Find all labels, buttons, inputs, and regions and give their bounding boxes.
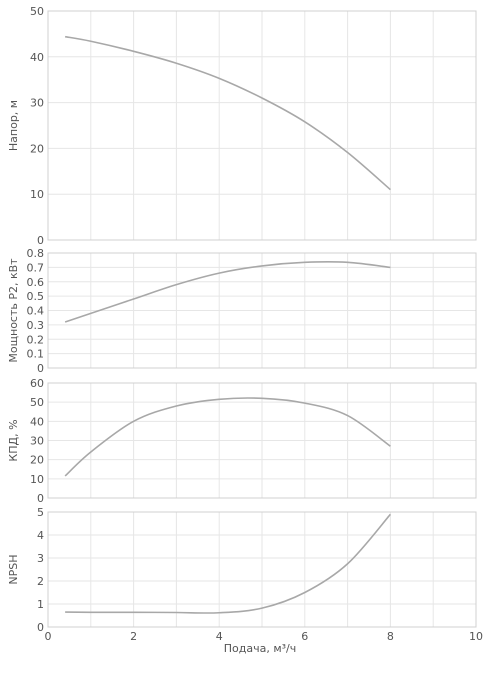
y-axis-title: Напор, м: [7, 100, 20, 151]
y-tick-label: 1: [37, 598, 44, 611]
y-tick-label: 20: [30, 142, 44, 155]
x-tick-label: 4: [216, 630, 223, 643]
y-tick-label: 10: [30, 473, 44, 486]
chart-panel-4: 0 1 2 3 4 5 NPSH 0 2 4 6 8 10 Подача, м³/ч: [7, 506, 483, 655]
series-line-1: [64, 261, 391, 323]
y-tick-label: 0.5: [27, 290, 45, 303]
x-tick-label: 6: [301, 630, 308, 643]
chart-panel-2: 00.1 0.20.30.4 0.50.6 0.70.8 Мощность P2, кВ…: [7, 247, 477, 375]
plot-frame: [47, 252, 477, 369]
y-tick-label: 2: [37, 575, 44, 588]
y-tick-label: 40: [30, 415, 44, 428]
y-tick-label: 0: [37, 362, 44, 375]
y-tick-label: 0.8: [27, 247, 45, 260]
y-tick-label: 0.3: [27, 319, 45, 332]
y-axis-title: КПД, %: [7, 419, 20, 461]
y-tick-label: 0: [37, 621, 44, 634]
x-tick-label: 2: [130, 630, 137, 643]
y-tick-label: 30: [30, 435, 44, 448]
series-line-1: [65, 513, 392, 614]
chart-panel-3: 0 10 20 30 40 50 60 КПД, %: [7, 377, 477, 505]
y-tick-label: 3: [37, 552, 44, 565]
y-tick-label: 0: [37, 492, 44, 505]
y-axis-title: NPSH: [7, 554, 20, 584]
y-tick-label: 30: [30, 97, 44, 110]
x-tick-label: 10: [469, 630, 483, 643]
series-line-1: [64, 35, 391, 191]
y-tick-label: 0.4: [27, 305, 45, 318]
chart-panel-1: 0 10 20 30 40 50 Напор, м: [7, 5, 477, 247]
y-tick-label: 40: [30, 51, 44, 64]
y-tick-label: 0: [37, 234, 44, 247]
x-tick-label: 0: [45, 630, 52, 643]
x-tick-label: 8: [387, 630, 394, 643]
x-axis-title: Подача, м³/ч: [224, 642, 297, 655]
y-tick-label: 10: [30, 188, 44, 201]
y-tick-label: 60: [30, 377, 44, 390]
series-line-1: [64, 397, 391, 477]
y-tick-label: 0.2: [27, 333, 45, 346]
y-tick-label: 50: [30, 396, 44, 409]
y-tick-label: 0.1: [27, 348, 45, 361]
y-tick-label: 5: [37, 506, 44, 519]
y-tick-label: 0.6: [27, 276, 45, 289]
y-axis-title: Мощность P2, кВт: [7, 258, 20, 363]
plot-frame: [47, 511, 477, 628]
plot-frame: [47, 10, 477, 241]
y-tick-label: 4: [37, 529, 44, 542]
y-tick-label: 50: [30, 5, 44, 18]
y-tick-label: 20: [30, 454, 44, 467]
plot-frame: [47, 382, 477, 499]
y-tick-label: 0.7: [27, 261, 45, 274]
